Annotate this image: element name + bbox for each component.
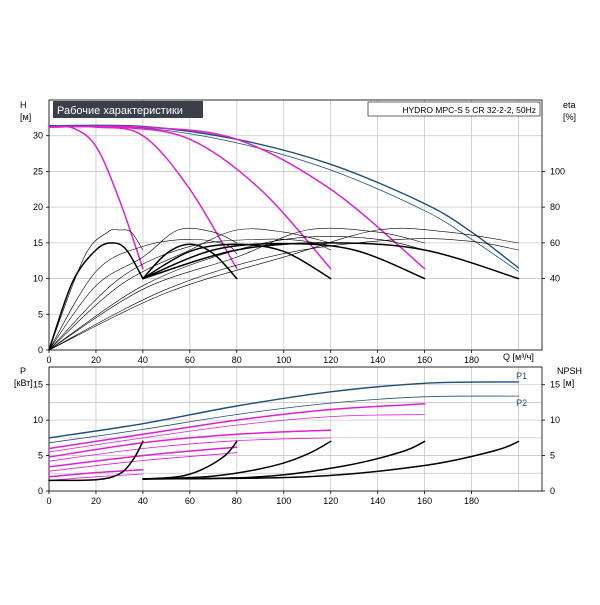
y-tick-label: 5 (38, 451, 43, 461)
y2-tick-label: 15 (550, 380, 560, 390)
series-line (48, 395, 519, 444)
series-line (48, 437, 332, 462)
series-line (142, 243, 332, 280)
x-tick-label: 160 (417, 496, 432, 506)
plot-frame (48, 99, 543, 351)
x-tick-label: 20 (91, 355, 101, 365)
series-line (142, 243, 238, 280)
h-axis-label: H (20, 100, 27, 110)
h-axis-unit: [м] (20, 112, 31, 122)
series-line (48, 473, 144, 481)
subtitle-box (367, 101, 541, 117)
eta-axis-unit: [%] (563, 112, 576, 122)
series-line (48, 440, 144, 482)
series-line (48, 125, 426, 270)
x-tick-label: 40 (138, 355, 148, 365)
x-tick-label: 0 (46, 496, 51, 506)
npsh-axis-unit: [м] (563, 378, 574, 388)
eta-axis-label: eta (563, 100, 576, 110)
x-tick-label: 60 (185, 355, 195, 365)
series-line (48, 381, 520, 439)
series-line (48, 227, 238, 351)
y2-tick-label: 80 (550, 202, 560, 212)
npsh-axis-label: NPSH (557, 366, 582, 376)
panel-0: 0 20 40 60 80 100 120 140 160 180 0 5 10 15 20 25 30 40 60… (33, 99, 565, 365)
y-tick-label: 10 (33, 415, 43, 425)
series-line (142, 440, 520, 480)
y-tick-label: 0 (38, 486, 43, 496)
x-tick-label: 40 (138, 496, 148, 506)
series-line (48, 468, 144, 478)
series-line (48, 238, 331, 351)
y-tick-label: 20 (33, 202, 43, 212)
x-tick-label: 60 (185, 496, 195, 506)
y2-tick-label: 0 (550, 486, 555, 496)
p-axis-unit: [кВт] (14, 378, 33, 388)
series-line (48, 125, 519, 272)
y-tick-label: 30 (33, 131, 43, 141)
series-line (48, 414, 425, 453)
x-tick-label: 120 (323, 496, 338, 506)
y2-tick-label: 40 (550, 274, 560, 284)
chart-title: Рабочие характеристики (57, 105, 183, 117)
series-line (48, 452, 238, 472)
y2-tick-label: 100 (550, 166, 565, 176)
x-tick-label: 180 (464, 496, 479, 506)
y-tick-label: 25 (33, 166, 43, 176)
y-tick-label: 0 (38, 345, 43, 355)
series-line (48, 228, 331, 351)
series-label: P2 (516, 398, 527, 408)
series-line (48, 229, 144, 351)
series-line (48, 446, 238, 468)
x-tick-label: 100 (276, 355, 291, 365)
x-tick-label: 0 (46, 355, 51, 365)
series-line (48, 238, 519, 351)
x-tick-label: 180 (464, 355, 479, 365)
series-line (48, 429, 332, 458)
y2-tick-label: 60 (550, 238, 560, 248)
series-label: P1 (516, 371, 527, 381)
y-tick-label: 10 (33, 274, 43, 284)
y-tick-label: 15 (33, 238, 43, 248)
y2-tick-label: 10 (550, 415, 560, 425)
title-box (53, 101, 203, 118)
series-line (48, 227, 519, 351)
x-tick-label: 140 (370, 355, 385, 365)
x-tick-label: 160 (417, 355, 432, 365)
x-tick-label: 140 (370, 496, 385, 506)
x-tick-label: 20 (91, 496, 101, 506)
p-axis-label: P (20, 366, 26, 376)
x-tick-label: 80 (232, 355, 242, 365)
plot-frame (48, 366, 543, 492)
series-line (48, 227, 425, 351)
series-line (142, 440, 332, 480)
y-tick-label: 5 (38, 309, 43, 319)
y-tick-label: 15 (33, 380, 43, 390)
q-axis-label: Q [м³/ч] (503, 352, 534, 362)
panel-1: 0 20 40 60 80 100 120 140 160 180 0 5 10 15 0 5 10 15 P1 P2 (33, 366, 560, 506)
series-line (48, 236, 425, 351)
y2-tick-label: 5 (550, 451, 555, 461)
series-line (48, 403, 426, 450)
x-tick-label: 80 (232, 496, 242, 506)
x-tick-label: 100 (276, 496, 291, 506)
x-tick-label: 120 (323, 355, 338, 365)
chart-subtitle: HYDRO MPC-S 5 CR 32-2-2, 50Hz (402, 105, 536, 115)
